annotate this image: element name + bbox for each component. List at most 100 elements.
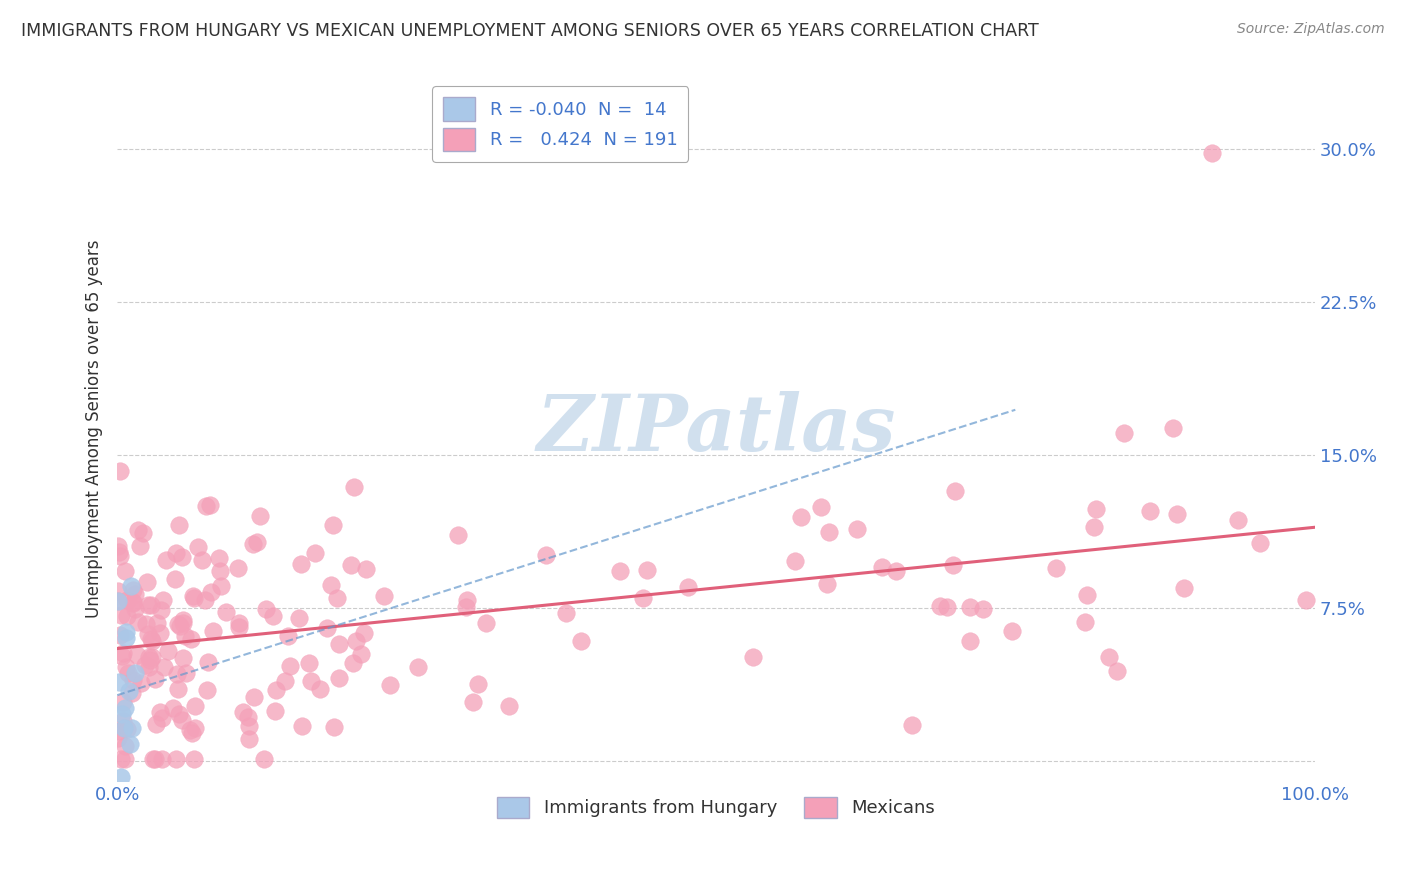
Point bbox=[959, 599, 981, 614]
Point bbox=[155, 553, 177, 567]
Point bbox=[339, 558, 361, 573]
Point bbox=[139, 632, 162, 646]
Point bbox=[111, 646, 134, 660]
Point bbox=[115, 592, 138, 607]
Point bbox=[107, 731, 129, 745]
Point bbox=[111, 714, 134, 728]
Point bbox=[141, 634, 163, 648]
Point bbox=[166, 682, 188, 697]
Point bbox=[277, 629, 299, 643]
Point bbox=[152, 659, 174, 673]
Point bbox=[636, 563, 658, 577]
Point bbox=[198, 498, 221, 512]
Point bbox=[114, 701, 136, 715]
Point bbox=[122, 673, 145, 688]
Point bbox=[162, 701, 184, 715]
Point bbox=[108, 545, 131, 559]
Point bbox=[120, 579, 142, 593]
Point bbox=[1139, 504, 1161, 518]
Point bbox=[228, 620, 250, 634]
Point bbox=[350, 647, 373, 661]
Point bbox=[143, 672, 166, 686]
Point bbox=[609, 565, 631, 579]
Point bbox=[183, 751, 205, 765]
Point bbox=[152, 593, 174, 607]
Point bbox=[342, 656, 364, 670]
Point bbox=[180, 632, 202, 646]
Point bbox=[108, 628, 131, 642]
Point bbox=[149, 705, 172, 719]
Point bbox=[172, 616, 194, 631]
Point bbox=[122, 597, 145, 611]
Point bbox=[810, 500, 832, 514]
Point bbox=[298, 657, 321, 671]
Point bbox=[110, 770, 132, 784]
Point bbox=[264, 683, 287, 698]
Point bbox=[1201, 145, 1223, 160]
Point bbox=[172, 713, 194, 727]
Point bbox=[146, 616, 169, 631]
Point bbox=[870, 560, 893, 574]
Text: IMMIGRANTS FROM HUNGARY VS MEXICAN UNEMPLOYMENT AMONG SENIORS OVER 65 YEARS CORR: IMMIGRANTS FROM HUNGARY VS MEXICAN UNEMP… bbox=[21, 22, 1039, 40]
Point bbox=[127, 615, 149, 629]
Point bbox=[1112, 426, 1135, 441]
Point bbox=[117, 665, 139, 680]
Point bbox=[534, 548, 557, 562]
Point bbox=[253, 751, 276, 765]
Point bbox=[165, 572, 187, 586]
Y-axis label: Unemployment Among Seniors over 65 years: Unemployment Among Seniors over 65 years bbox=[86, 240, 103, 618]
Point bbox=[215, 605, 238, 619]
Point bbox=[846, 523, 869, 537]
Point bbox=[169, 706, 191, 721]
Point bbox=[343, 479, 366, 493]
Point bbox=[165, 546, 187, 560]
Point bbox=[278, 659, 301, 673]
Point bbox=[959, 634, 981, 648]
Point bbox=[121, 721, 143, 735]
Point bbox=[127, 523, 149, 537]
Point bbox=[299, 673, 322, 688]
Point bbox=[309, 681, 332, 696]
Point bbox=[200, 585, 222, 599]
Point bbox=[815, 577, 838, 591]
Point bbox=[172, 613, 194, 627]
Point bbox=[115, 784, 138, 798]
Point bbox=[172, 550, 194, 565]
Point bbox=[118, 683, 141, 698]
Point bbox=[454, 600, 477, 615]
Point bbox=[111, 695, 134, 709]
Point bbox=[167, 518, 190, 533]
Point bbox=[111, 707, 134, 722]
Point bbox=[475, 615, 498, 630]
Point bbox=[108, 549, 131, 564]
Point bbox=[136, 574, 159, 589]
Point bbox=[328, 637, 350, 651]
Point bbox=[176, 666, 198, 681]
Point bbox=[1098, 649, 1121, 664]
Point bbox=[107, 594, 129, 608]
Point bbox=[208, 551, 231, 566]
Point bbox=[1001, 624, 1024, 639]
Point bbox=[129, 539, 152, 553]
Point bbox=[942, 558, 965, 572]
Point bbox=[783, 553, 806, 567]
Point bbox=[356, 562, 378, 576]
Point bbox=[179, 723, 201, 738]
Point bbox=[183, 591, 205, 605]
Point bbox=[132, 525, 155, 540]
Text: Source: ZipAtlas.com: Source: ZipAtlas.com bbox=[1237, 22, 1385, 37]
Point bbox=[143, 751, 166, 765]
Point bbox=[141, 650, 163, 665]
Point bbox=[344, 634, 367, 648]
Point bbox=[943, 483, 966, 498]
Point bbox=[181, 726, 204, 740]
Point bbox=[291, 719, 314, 733]
Point bbox=[117, 608, 139, 623]
Point bbox=[456, 592, 478, 607]
Point bbox=[149, 603, 172, 617]
Point bbox=[226, 561, 249, 575]
Point bbox=[124, 665, 146, 680]
Point bbox=[322, 720, 344, 734]
Point bbox=[789, 509, 811, 524]
Point bbox=[107, 674, 129, 689]
